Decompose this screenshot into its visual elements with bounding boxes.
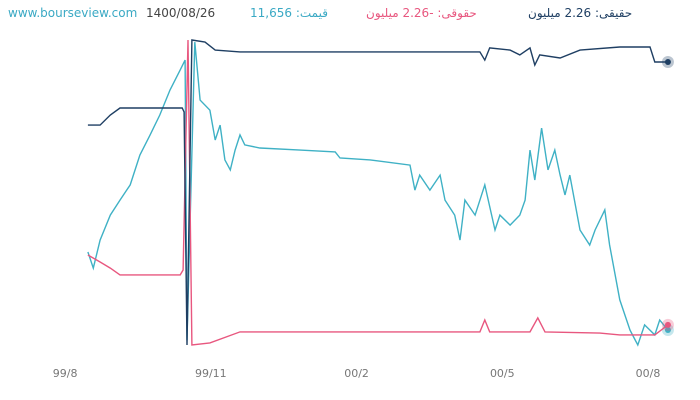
header: www.bourseview.com 1400/08/26 قیمت: 11,6… [8, 6, 692, 24]
price-label: قیمت: 11,656 [250, 6, 328, 20]
date: 1400/08/26 [146, 6, 216, 20]
legal-label: حقوقی: -2.26 میلیون [366, 6, 477, 20]
site-link[interactable]: www.bourseview.com [8, 6, 138, 20]
series-line [87, 42, 669, 347]
individual-label: حقیقی: 2.26 میلیون [528, 6, 633, 20]
end-marker [664, 321, 671, 328]
series-line [87, 39, 668, 346]
x-tick-label: 00/2 [344, 367, 369, 380]
x-tick-label: 99/8 [53, 367, 78, 380]
x-tick-label: 00/8 [636, 367, 661, 380]
end-marker [664, 327, 671, 334]
series-line [87, 39, 669, 346]
x-tick-label: 00/5 [490, 367, 515, 380]
end-marker [664, 58, 671, 65]
x-tick-label: 99/11 [195, 367, 227, 380]
